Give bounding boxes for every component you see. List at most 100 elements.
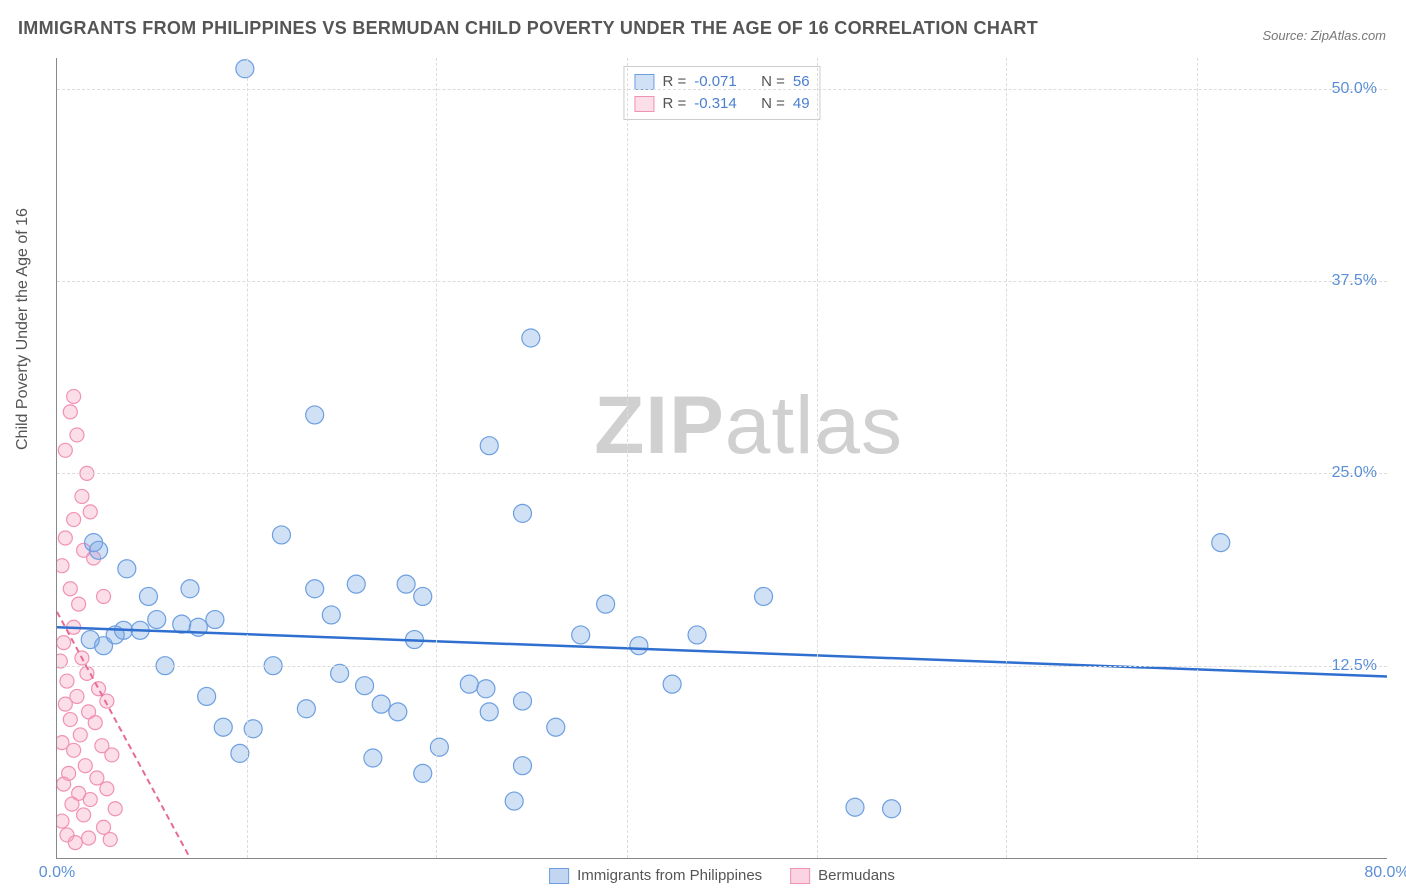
data-point [81, 631, 99, 649]
data-point [597, 595, 615, 613]
data-point [92, 682, 106, 696]
data-point [65, 797, 79, 811]
legend-bottom-swatch-1 [790, 868, 810, 884]
gridline-v [1006, 58, 1007, 858]
data-point [572, 626, 590, 644]
data-point [364, 749, 382, 767]
data-point [547, 718, 565, 736]
data-point [477, 680, 495, 698]
data-point [83, 505, 97, 519]
data-point [272, 526, 290, 544]
data-point [630, 637, 648, 655]
data-point [77, 808, 91, 822]
y-tick-label: 25.0% [1332, 464, 1377, 482]
gridline-v [436, 58, 437, 858]
gridline-h [57, 89, 1387, 90]
data-point [755, 587, 773, 605]
data-point [206, 611, 224, 629]
data-point [57, 559, 69, 573]
y-axis-label: Child Poverty Under the Age of 16 [14, 208, 32, 450]
data-point [1212, 534, 1230, 552]
data-point [68, 836, 82, 850]
data-point [214, 718, 232, 736]
data-point [331, 664, 349, 682]
y-tick-label: 50.0% [1332, 80, 1377, 98]
data-point [83, 793, 97, 807]
data-point [198, 687, 216, 705]
legend-bottom-label-0: Immigrants from Philippines [577, 867, 762, 884]
data-point [58, 443, 72, 457]
data-point [82, 831, 96, 845]
data-point [108, 802, 122, 816]
data-point [67, 389, 81, 403]
data-point [460, 675, 478, 693]
data-point [57, 777, 71, 791]
data-point [414, 764, 432, 782]
data-point [57, 636, 71, 650]
gridline-h [57, 281, 1387, 282]
data-point [480, 437, 498, 455]
chart-title: IMMIGRANTS FROM PHILIPPINES VS BERMUDAN … [18, 18, 1038, 39]
data-point [148, 611, 166, 629]
gridline-v [247, 58, 248, 858]
data-point [60, 674, 74, 688]
gridline-h [57, 473, 1387, 474]
data-point [430, 738, 448, 756]
data-point [103, 833, 117, 847]
data-point [306, 580, 324, 598]
data-point [78, 759, 92, 773]
legend-item-0: Immigrants from Philippines [549, 867, 762, 884]
data-point [480, 703, 498, 721]
legend-series: Immigrants from Philippines Bermudans [549, 867, 895, 884]
data-point [306, 406, 324, 424]
data-point [297, 700, 315, 718]
data-point [514, 504, 532, 522]
data-point [70, 428, 84, 442]
plot-area: ZIPatlas R = -0.071 N = 56 R = -0.314 N … [56, 58, 1387, 859]
legend-bottom-label-1: Bermudans [818, 867, 895, 884]
data-point [522, 329, 540, 347]
data-point [356, 677, 374, 695]
data-point [100, 782, 114, 796]
trend-line [57, 627, 1387, 676]
data-point [372, 695, 390, 713]
data-point [514, 757, 532, 775]
data-point [90, 541, 108, 559]
data-point [397, 575, 415, 593]
data-point [414, 587, 432, 605]
data-point [58, 531, 72, 545]
data-point [63, 582, 77, 596]
chart-container: IMMIGRANTS FROM PHILIPPINES VS BERMUDAN … [0, 0, 1406, 892]
y-tick-label: 12.5% [1332, 657, 1377, 675]
data-point [73, 728, 87, 742]
y-tick-label: 37.5% [1332, 272, 1377, 290]
data-point [57, 814, 69, 828]
source-label: Source: ZipAtlas.com [1262, 28, 1386, 43]
data-point [688, 626, 706, 644]
data-point [236, 60, 254, 78]
data-point [90, 771, 104, 785]
data-point [58, 697, 72, 711]
data-point [514, 692, 532, 710]
data-point [63, 405, 77, 419]
scatter-svg [57, 58, 1387, 858]
x-tick-label: 0.0% [39, 864, 75, 882]
data-point [67, 743, 81, 757]
data-point [322, 606, 340, 624]
data-point [97, 589, 111, 603]
legend-bottom-swatch-0 [549, 868, 569, 884]
data-point [139, 587, 157, 605]
gridline-v [817, 58, 818, 858]
data-point [181, 580, 199, 598]
data-point [663, 675, 681, 693]
gridline-h [57, 666, 1387, 667]
data-point [72, 597, 86, 611]
data-point [75, 489, 89, 503]
data-point [97, 820, 111, 834]
x-tick-label: 80.0% [1364, 864, 1406, 882]
gridline-v [627, 58, 628, 858]
data-point [883, 800, 901, 818]
legend-item-1: Bermudans [790, 867, 895, 884]
data-point [105, 748, 119, 762]
data-point [505, 792, 523, 810]
